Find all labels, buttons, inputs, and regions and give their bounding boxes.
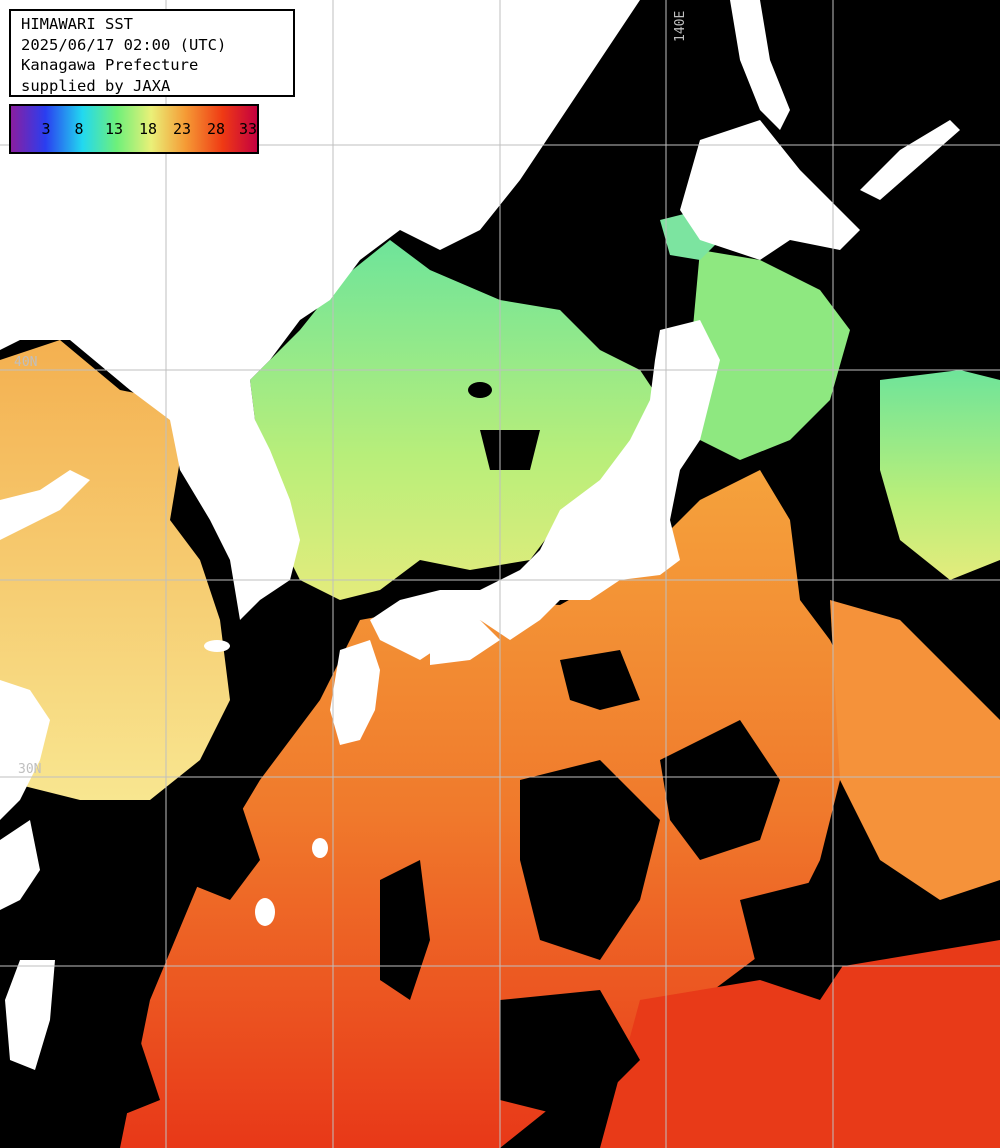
map-credit: supplied by JAXA <box>21 76 171 95</box>
legend-tick: 23 <box>172 120 192 138</box>
land-hokkaido <box>680 120 860 260</box>
legend-tick: 13 <box>104 120 124 138</box>
land-taiwan <box>5 960 55 1070</box>
map-region: Kanagawa Prefecture <box>21 56 199 74</box>
cloud-patch <box>480 430 540 470</box>
legend-tick: 28 <box>206 120 226 138</box>
pacific-warm-sea <box>120 470 860 1148</box>
map-title: HIMAWARI SST <box>21 15 133 33</box>
legend-tick: 18 <box>138 120 158 138</box>
land-island-jeju <box>204 640 230 652</box>
info-box: HIMAWARI SST 2025/06/17 02:00 (UTC) Kana… <box>9 9 295 97</box>
east-warm-patch <box>830 600 1000 900</box>
cloud-patch <box>560 650 640 710</box>
cloud-patch <box>90 1040 160 1120</box>
legend-tick: 8 <box>74 120 84 138</box>
lon-label-140e: 140E <box>673 11 688 42</box>
southeast-hot-sea <box>600 940 1000 1148</box>
land-sakhalin <box>730 0 790 130</box>
lat-label-30n: 30N <box>18 762 41 777</box>
legend-labels: 3 8 13 18 23 28 33 <box>11 106 257 152</box>
land-honshu <box>370 320 720 660</box>
land-korea-north <box>160 380 250 480</box>
east-cold-sea <box>880 370 1000 580</box>
cloud-patch <box>380 860 430 1000</box>
land-shandong <box>0 470 90 540</box>
land-china-coast <box>0 680 50 820</box>
map-datetime: 2025/06/17 02:00 (UTC) <box>21 35 227 54</box>
lat-label-40n: 40N <box>14 355 37 370</box>
cloud-patch <box>180 800 260 900</box>
land-kuril <box>860 120 960 200</box>
yellow-sea <box>0 340 230 800</box>
cloud-patch <box>740 880 860 1000</box>
cloud-patch <box>520 760 660 960</box>
north-pacific-cold <box>690 250 850 460</box>
land-mainland <box>0 0 640 620</box>
legend-tick: 3 <box>41 120 51 138</box>
land-shikoku <box>430 620 500 665</box>
legend-tick: 33 <box>238 120 258 138</box>
cloud-patch <box>660 720 780 860</box>
land-kyushu <box>330 640 380 745</box>
land-china-south <box>0 820 40 910</box>
land-island-ryukyu-2 <box>312 838 328 858</box>
color-legend: 3 8 13 18 23 28 33 <box>9 104 259 154</box>
sea-of-japan <box>250 240 660 600</box>
land-island-small <box>396 118 424 162</box>
cloud-patch <box>500 990 640 1120</box>
land-island-ryukyu <box>255 898 275 926</box>
land-island-oki <box>468 382 492 398</box>
